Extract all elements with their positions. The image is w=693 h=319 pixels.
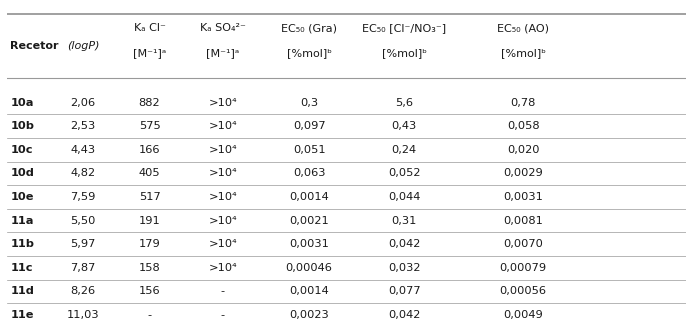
- Text: EC₅₀ (Gra): EC₅₀ (Gra): [281, 23, 337, 33]
- Text: 7,87: 7,87: [70, 263, 96, 273]
- Text: 166: 166: [139, 145, 160, 155]
- Text: 5,97: 5,97: [70, 239, 96, 249]
- Text: [M⁻¹]ᵃ: [M⁻¹]ᵃ: [207, 48, 240, 58]
- Text: 0,052: 0,052: [388, 168, 421, 178]
- Text: 11e: 11e: [10, 310, 34, 319]
- Text: 0,0014: 0,0014: [289, 286, 329, 296]
- Text: Kₐ Cl⁻: Kₐ Cl⁻: [134, 23, 166, 33]
- Text: 10d: 10d: [10, 168, 34, 178]
- Text: 575: 575: [139, 121, 160, 131]
- Text: 0,058: 0,058: [507, 121, 539, 131]
- Text: 0,00046: 0,00046: [286, 263, 333, 273]
- Text: 0,077: 0,077: [388, 286, 421, 296]
- Text: 158: 158: [139, 263, 160, 273]
- Text: >10⁴: >10⁴: [209, 145, 237, 155]
- Text: 0,0049: 0,0049: [503, 310, 543, 319]
- Text: 0,042: 0,042: [388, 310, 421, 319]
- Text: 0,097: 0,097: [293, 121, 326, 131]
- Text: 0,0081: 0,0081: [503, 216, 543, 226]
- Text: 2,53: 2,53: [71, 121, 96, 131]
- Text: 0,00056: 0,00056: [500, 286, 547, 296]
- Text: -: -: [221, 310, 225, 319]
- Text: (logP): (logP): [67, 41, 99, 51]
- Text: >10⁴: >10⁴: [209, 168, 237, 178]
- Text: 10b: 10b: [10, 121, 35, 131]
- Text: 0,051: 0,051: [293, 145, 326, 155]
- Text: 4,43: 4,43: [71, 145, 96, 155]
- Text: 0,020: 0,020: [507, 145, 539, 155]
- Text: >10⁴: >10⁴: [209, 98, 237, 108]
- Text: 0,032: 0,032: [388, 263, 421, 273]
- Text: >10⁴: >10⁴: [209, 239, 237, 249]
- Text: >10⁴: >10⁴: [209, 216, 237, 226]
- Text: 191: 191: [139, 216, 160, 226]
- Text: 0,24: 0,24: [392, 145, 416, 155]
- Text: 0,00079: 0,00079: [500, 263, 547, 273]
- Text: 156: 156: [139, 286, 160, 296]
- Text: 0,0029: 0,0029: [503, 168, 543, 178]
- Text: >10⁴: >10⁴: [209, 192, 237, 202]
- Text: 0,044: 0,044: [388, 192, 421, 202]
- Text: 11,03: 11,03: [67, 310, 99, 319]
- Text: 7,59: 7,59: [70, 192, 96, 202]
- Text: 5,50: 5,50: [70, 216, 96, 226]
- Text: [M⁻¹]ᵃ: [M⁻¹]ᵃ: [133, 48, 166, 58]
- Text: 0,43: 0,43: [392, 121, 417, 131]
- Text: 0,063: 0,063: [293, 168, 326, 178]
- Text: 0,0021: 0,0021: [289, 216, 329, 226]
- Text: 405: 405: [139, 168, 160, 178]
- Text: -: -: [221, 286, 225, 296]
- Text: -: -: [148, 310, 152, 319]
- Text: 517: 517: [139, 192, 160, 202]
- Text: 11b: 11b: [10, 239, 35, 249]
- Text: 0,0023: 0,0023: [289, 310, 329, 319]
- Text: 179: 179: [139, 239, 160, 249]
- Text: 0,0014: 0,0014: [289, 192, 329, 202]
- Text: 11a: 11a: [10, 216, 34, 226]
- Text: 11c: 11c: [10, 263, 33, 273]
- Text: 4,82: 4,82: [71, 168, 96, 178]
- Text: 0,3: 0,3: [300, 98, 318, 108]
- Text: 8,26: 8,26: [71, 286, 96, 296]
- Text: 5,6: 5,6: [395, 98, 413, 108]
- Text: 882: 882: [139, 98, 160, 108]
- Text: 10e: 10e: [10, 192, 34, 202]
- Text: EC₅₀ (AO): EC₅₀ (AO): [497, 23, 549, 33]
- Text: [%mol]ᵇ: [%mol]ᵇ: [287, 48, 332, 58]
- Text: 0,31: 0,31: [392, 216, 417, 226]
- Text: 0,042: 0,042: [388, 239, 421, 249]
- Text: 10c: 10c: [10, 145, 33, 155]
- Text: >10⁴: >10⁴: [209, 263, 237, 273]
- Text: 10a: 10a: [10, 98, 34, 108]
- Text: 2,06: 2,06: [71, 98, 96, 108]
- Text: EC₅₀ [Cl⁻/NO₃⁻]: EC₅₀ [Cl⁻/NO₃⁻]: [362, 23, 446, 33]
- Text: 0,0070: 0,0070: [503, 239, 543, 249]
- Text: 11d: 11d: [10, 286, 34, 296]
- Text: [%mol]ᵇ: [%mol]ᵇ: [382, 48, 427, 58]
- Text: Kₐ SO₄²⁻: Kₐ SO₄²⁻: [200, 23, 246, 33]
- Text: [%mol]ᵇ: [%mol]ᵇ: [500, 48, 545, 58]
- Text: Recetor: Recetor: [10, 41, 59, 51]
- Text: 0,0031: 0,0031: [503, 192, 543, 202]
- Text: 0,0031: 0,0031: [289, 239, 329, 249]
- Text: >10⁴: >10⁴: [209, 121, 237, 131]
- Text: 0,78: 0,78: [510, 98, 536, 108]
